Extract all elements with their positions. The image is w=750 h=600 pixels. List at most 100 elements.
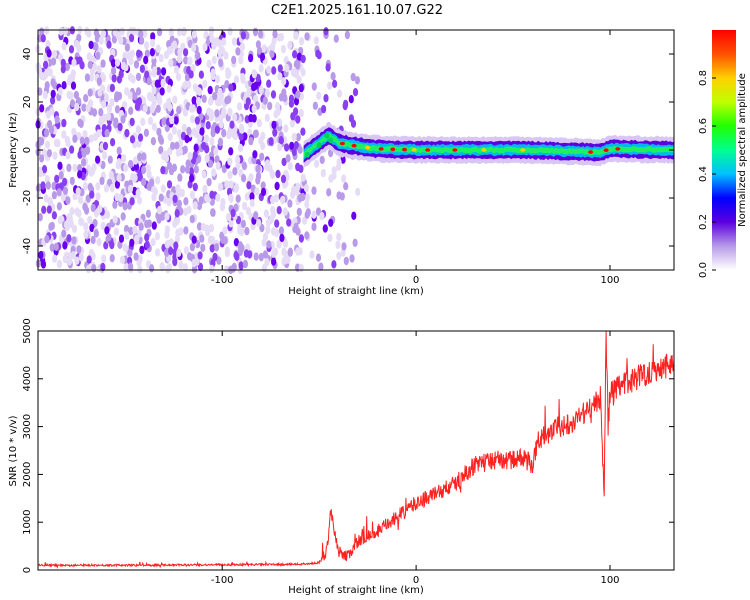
noise-cell — [121, 154, 127, 163]
noise-cell — [168, 45, 174, 55]
noise-cell — [127, 184, 133, 194]
noise-cell — [170, 141, 176, 151]
noise-cell — [266, 65, 272, 74]
noise-cell — [343, 256, 349, 266]
noise-cell — [350, 72, 356, 82]
noise-cell — [45, 110, 51, 119]
noise-cell — [275, 169, 281, 179]
noise-cell — [189, 214, 195, 224]
noise-cell — [164, 212, 170, 221]
noise-cell — [230, 208, 236, 218]
noise-cell — [175, 72, 182, 82]
noise-cell — [73, 90, 79, 100]
noise-cell — [269, 170, 276, 180]
noise-cell — [214, 109, 220, 118]
noise-cell — [142, 104, 148, 113]
chart-title: C2E1.2025.161.10.07.G22 — [271, 3, 443, 18]
noise-cell — [119, 255, 126, 265]
noise-cell — [124, 43, 130, 52]
noise-cell — [202, 184, 208, 193]
noise-cell — [304, 231, 310, 240]
noise-cell — [248, 53, 254, 63]
noise-cell — [187, 152, 193, 161]
signal-peak — [390, 147, 396, 152]
noise-cell — [87, 60, 93, 70]
noise-cell — [86, 29, 92, 38]
top-x-tick-label: 100 — [600, 275, 619, 286]
noise-cell — [60, 58, 66, 68]
noise-cell — [197, 262, 204, 272]
noise-cell — [261, 44, 267, 53]
noise-cell — [156, 215, 162, 224]
noise-cell — [159, 262, 165, 271]
noise-cell — [61, 81, 67, 90]
noise-cell — [277, 142, 283, 152]
noise-cell — [295, 90, 301, 99]
noise-cell — [191, 30, 197, 39]
noise-cell — [297, 145, 303, 154]
noise-cell — [221, 37, 227, 46]
top-x-tick-label: -100 — [211, 275, 234, 286]
noise-cell — [288, 94, 295, 103]
noise-cell — [109, 98, 115, 107]
noise-cell — [242, 132, 248, 141]
noise-cell — [106, 233, 112, 242]
noise-cell — [83, 222, 89, 231]
noise-cell — [281, 77, 287, 86]
noise-cell — [189, 242, 195, 252]
noise-cell — [168, 246, 174, 256]
noise-cell — [145, 164, 151, 173]
noise-cell — [79, 136, 85, 145]
bottom-x-tick-label: 100 — [600, 575, 619, 586]
noise-cell — [182, 145, 188, 154]
noise-cell — [137, 254, 143, 264]
noise-cell — [81, 103, 87, 112]
noise-cell — [189, 174, 195, 183]
noise-cell — [93, 28, 99, 37]
noise-cell — [114, 192, 120, 202]
noise-cell — [319, 211, 325, 221]
noise-cell — [228, 219, 234, 228]
noise-cell — [227, 27, 233, 36]
noise-cell — [183, 246, 189, 255]
noise-cell — [193, 129, 199, 138]
noise-cell — [270, 90, 277, 99]
noise-cell — [144, 41, 150, 50]
noise-cell — [264, 159, 271, 168]
noise-cell — [228, 147, 234, 156]
noise-cell — [239, 227, 245, 237]
noise-cell — [352, 88, 359, 97]
noise-cell — [272, 128, 278, 137]
noise-cell — [194, 257, 200, 266]
noise-cell — [44, 140, 51, 149]
noise-cell — [89, 167, 96, 176]
noise-cell — [155, 44, 161, 53]
noise-cell — [156, 205, 163, 215]
signal-cluster — [328, 137, 334, 144]
noise-cell — [143, 55, 149, 65]
noise-cell — [274, 181, 280, 191]
noise-cell — [90, 235, 96, 245]
signal-peak — [411, 148, 417, 152]
noise-cell — [128, 262, 134, 271]
noise-cell — [284, 63, 290, 73]
noise-cell — [88, 40, 94, 50]
noise-cell — [253, 94, 259, 104]
noise-cell — [214, 75, 220, 84]
noise-cell — [183, 226, 189, 235]
noise-cell — [206, 177, 212, 187]
noise-cell — [46, 49, 52, 58]
noise-cell — [167, 132, 173, 142]
noise-cell — [61, 118, 67, 128]
noise-cell — [139, 64, 145, 74]
noise-cell — [287, 41, 293, 50]
noise-cell — [276, 206, 282, 215]
noise-cell — [194, 116, 200, 125]
noise-cell — [207, 159, 214, 168]
noise-cell — [135, 125, 141, 134]
noise-cell — [227, 107, 233, 117]
signal-peak — [425, 148, 431, 152]
noise-cell — [166, 180, 173, 189]
noise-cell — [98, 108, 104, 117]
